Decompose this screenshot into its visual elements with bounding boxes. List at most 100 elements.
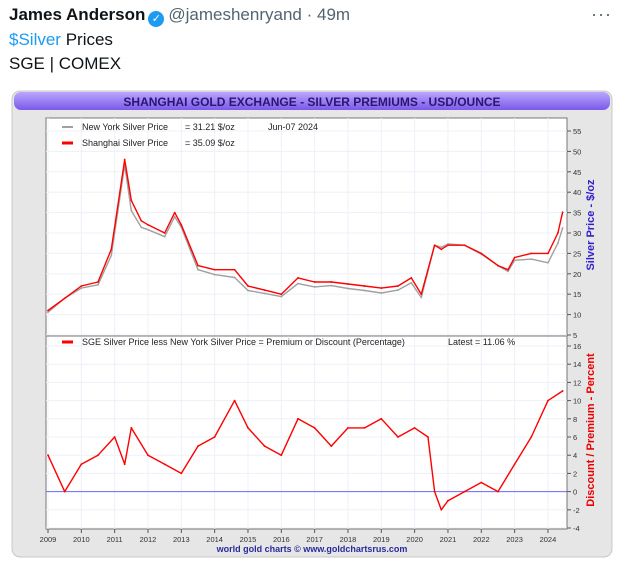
chart-title: SHANGHAI GOLD EXCHANGE - SILVER PREMIUMS… [123,95,500,109]
x-tick-label: 2024 [540,535,557,544]
plot-area [45,117,568,530]
new-york-price-line-point [163,235,166,238]
legend-value-premium: Latest = 11.06 % [448,337,515,347]
premium-percent-line-point [80,463,83,466]
x-tick-label: 2019 [373,535,390,544]
new-york-price-line-point [561,227,564,229]
new-york-price-line-point [420,296,423,299]
new-york-price-line-point [547,261,549,264]
x-tick-label: 2017 [306,535,323,544]
tweet-text-line-2: SGE | COMEX [9,54,122,73]
premium-percent-line-point [297,417,299,420]
new-york-price-line-point [197,268,199,271]
chart-title-bar [14,92,610,110]
shanghai-price-line-point [130,199,133,202]
premium-percent-line-point [147,454,149,457]
x-tick-label: 2021 [440,535,457,544]
new-york-price-line-point [47,311,49,314]
premium-percent-line-point [123,463,126,466]
lower-y-tick-label: 4 [573,451,577,460]
new-york-price-line-point [313,285,316,288]
premium-percent-line-point [97,454,99,457]
premium-percent-line-point [547,399,549,402]
shanghai-price-line-point [247,285,249,287]
shanghai-price-line-point [140,219,143,222]
lower-y-tick-label: -4 [573,524,580,533]
upper-y-tick-label: 45 [573,168,581,177]
premium-percent-line-point [197,445,199,447]
timestamp[interactable]: 49m [317,5,351,24]
premium-percent-line-point [233,399,236,402]
premium-percent-line-point [413,427,416,429]
premium-percent-line-point [280,454,283,457]
upper-y-tick-label: 40 [573,188,581,197]
author-name[interactable]: James Anderson [9,5,146,24]
premium-percent-line-point [380,417,383,420]
upper-y-tick-label: 10 [573,311,581,320]
shanghai-price-line-point [147,223,149,226]
premium-percent-line-point [330,445,333,447]
shanghai-price-line-point [123,158,126,161]
x-tick-label: 2023 [506,535,523,544]
shanghai-price-line-point [397,285,399,287]
new-york-price-line-point [80,287,83,289]
premium-percent-line-point [247,427,249,429]
premium-percent-line-point [363,427,366,429]
lower-y-axis-title: Discount / Premium - Percent [585,353,597,507]
new-york-price-line-point [280,295,283,298]
upper-y-tick-label: 20 [573,270,581,279]
premium-percent-line-point [180,472,183,475]
upper-y-tick-label: 50 [573,147,581,156]
shanghai-price-line-point [63,297,66,300]
new-york-price-line-point [140,226,143,229]
new-york-price-line-point [330,284,333,287]
x-tick-label: 2020 [406,535,423,544]
premium-percent-line-point [63,490,66,493]
premium-percent-line-point [313,427,316,429]
premium-percent-line-point [561,390,564,392]
separator: · [306,5,313,24]
x-tick-label: 2018 [340,535,357,544]
tweet-text: Prices [60,30,113,49]
shanghai-price-line-point [297,276,299,279]
chart-footer[interactable]: world gold charts © www.goldchartsrus.co… [216,544,408,554]
new-york-price-line-point [440,246,443,249]
shanghai-price-line-point [497,264,499,267]
lower-y-tick-label: 16 [573,342,581,351]
x-tick-label: 2013 [173,535,190,544]
lower-y-tick-label: 0 [573,488,577,497]
new-york-price-line-point [410,281,413,284]
new-york-price-line-point [147,228,149,231]
tweet-header: James Anderson ✓ @jameshenryand · 49m [9,5,350,27]
premium-percent-line-point [347,427,349,429]
x-tick-label: 2012 [140,535,157,544]
legend-label-premium: SGE Silver Price less New York Silver Pr… [82,337,405,347]
premium-percent-line-point [163,463,166,466]
cashtag-link[interactable]: $Silver [9,30,61,49]
lower-y-tick-label: 8 [573,415,577,424]
author-handle[interactable]: @jameshenryand [168,5,302,24]
premium-percent-line-point [427,436,429,438]
shanghai-price-line-point [557,232,559,234]
shanghai-price-line-point [420,293,423,296]
x-tick-label: 2009 [40,535,57,544]
premium-percent-line-point [530,436,533,438]
shanghai-price-line-point [163,232,166,234]
shanghai-price-line-point [330,281,333,283]
shanghai-price-line-point [347,283,349,285]
verified-badge-icon: ✓ [148,11,165,27]
premium-percent-line-point [397,436,399,438]
premium-percent-line-point [480,481,483,484]
upper-y-tick-label: 55 [573,127,581,136]
x-tick-label: 2016 [273,535,290,544]
new-york-price-line-point [233,276,236,279]
shanghai-price-line-point [173,211,176,214]
more-options-icon[interactable]: ··· [591,4,612,24]
shanghai-price-line-point [480,252,483,255]
premium-percent-line-point [513,463,516,466]
shanghai-price-line-point [561,211,564,214]
shanghai-price-line-point [213,268,216,271]
new-york-price-line-point [263,292,266,295]
